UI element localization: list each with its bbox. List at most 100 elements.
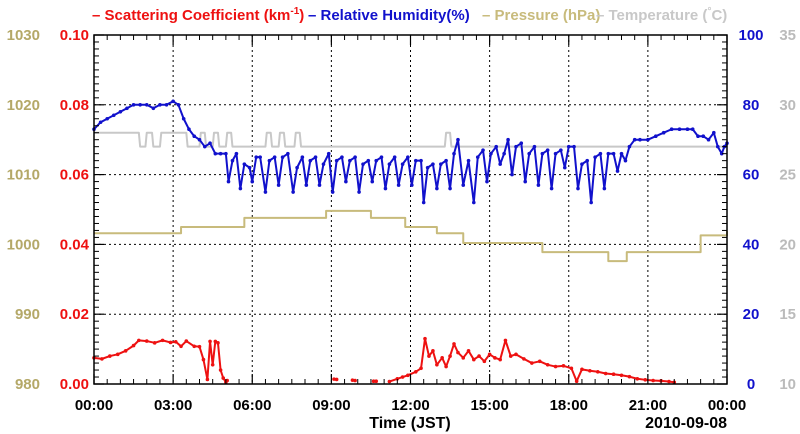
data-point xyxy=(353,378,357,383)
temperature-tick-label: 20 xyxy=(779,236,796,253)
data-point xyxy=(456,350,460,355)
data-point xyxy=(406,373,410,378)
data-point xyxy=(138,103,142,107)
temperature-tick-label: 10 xyxy=(779,376,796,393)
data-point xyxy=(187,127,191,132)
chart-legend: – Scattering Coefficient (km-1) – Relativ… xyxy=(92,6,727,24)
data-point xyxy=(580,162,584,166)
data-point xyxy=(477,354,481,358)
data-point xyxy=(435,363,439,367)
data-point xyxy=(350,378,355,382)
data-point xyxy=(651,378,655,383)
scattering-tick-label: 0.10 xyxy=(60,27,89,44)
data-point xyxy=(213,151,218,156)
data-point xyxy=(431,349,435,353)
data-point xyxy=(168,340,173,345)
data-point xyxy=(400,162,405,166)
temperature-tick-label: 35 xyxy=(779,27,796,44)
data-point xyxy=(158,103,162,107)
series-line xyxy=(94,131,727,148)
axes: 00:00 03:00 06:00 09:00 12:00 15:00 18:00 21:00… xyxy=(7,27,796,414)
legend-suffix: ) xyxy=(299,7,304,24)
temperature-tick-label: 30 xyxy=(779,97,796,114)
series-area xyxy=(92,99,729,385)
data-point xyxy=(131,343,136,348)
data-point xyxy=(396,183,401,187)
x-tick-label: 18:00 xyxy=(550,397,588,414)
data-point xyxy=(498,162,502,166)
data-point xyxy=(661,130,666,135)
x-axis-title: Time (JST) xyxy=(369,415,451,432)
data-point xyxy=(192,344,197,349)
data-point xyxy=(286,151,290,156)
data-point xyxy=(224,151,228,156)
humidity-tick-label: 80 xyxy=(743,97,760,114)
data-point xyxy=(598,151,603,156)
data-point xyxy=(461,183,466,187)
data-point xyxy=(123,349,128,353)
data-point xyxy=(502,151,506,156)
data-point xyxy=(276,183,281,187)
data-point xyxy=(344,179,348,184)
data-point xyxy=(280,155,285,159)
data-point xyxy=(111,113,116,118)
data-point xyxy=(485,179,489,184)
data-point xyxy=(712,130,716,135)
data-point xyxy=(706,137,711,142)
data-point xyxy=(115,352,120,357)
data-point xyxy=(696,134,700,139)
data-point xyxy=(532,144,537,149)
legend-label: – Relative Humidity(%) xyxy=(308,7,470,24)
data-point xyxy=(519,141,524,145)
data-point xyxy=(317,183,322,187)
data-point xyxy=(498,357,502,362)
data-point xyxy=(192,134,197,139)
data-point xyxy=(131,103,136,107)
date-label: 2010-09-08 xyxy=(645,415,727,432)
data-point xyxy=(461,356,466,360)
series-pressure xyxy=(94,209,728,263)
data-point xyxy=(685,127,690,132)
data-point xyxy=(572,144,576,149)
pressure-tick-label: 1030 xyxy=(7,27,40,44)
data-point xyxy=(540,151,545,156)
data-point xyxy=(562,165,567,170)
data-point xyxy=(653,134,658,139)
pressure-tick-label: 980 xyxy=(15,376,40,393)
humidity-tick-label: 40 xyxy=(743,236,760,253)
data-point xyxy=(250,179,255,184)
data-point xyxy=(440,356,444,360)
series-scattering xyxy=(92,336,677,385)
data-point xyxy=(98,120,103,125)
data-point xyxy=(144,103,149,107)
grid xyxy=(94,35,727,384)
data-point xyxy=(522,357,526,361)
x-tick-label: 00:00 xyxy=(75,397,113,414)
legend-item-scat: – Scattering Coefficient (km-1) xyxy=(92,6,304,24)
data-point xyxy=(263,190,268,194)
data-point xyxy=(105,116,109,121)
temperature-tick-label: 25 xyxy=(779,167,796,184)
data-point xyxy=(226,179,231,184)
data-point xyxy=(151,106,156,111)
data-point xyxy=(576,186,580,191)
data-point xyxy=(340,155,344,159)
pressure-tick-label: 990 xyxy=(15,306,40,323)
data-point xyxy=(444,364,448,369)
data-point xyxy=(527,151,531,156)
data-point xyxy=(164,103,169,107)
data-point xyxy=(353,155,357,159)
x-tick-label: 21:00 xyxy=(629,397,667,414)
data-point xyxy=(574,379,579,384)
data-point xyxy=(611,151,616,156)
data-point xyxy=(173,339,178,344)
data-point xyxy=(472,357,476,362)
data-point xyxy=(213,339,218,344)
data-point xyxy=(580,367,584,372)
x-tick-label: 06:00 xyxy=(233,397,271,414)
data-point xyxy=(366,158,371,163)
legend-label: – Scattering Coefficient (km xyxy=(92,7,290,24)
scattering-tick-label: 0.00 xyxy=(60,376,89,393)
x-tick-label: 15:00 xyxy=(470,397,508,414)
humidity-tick-label: 60 xyxy=(743,167,760,184)
